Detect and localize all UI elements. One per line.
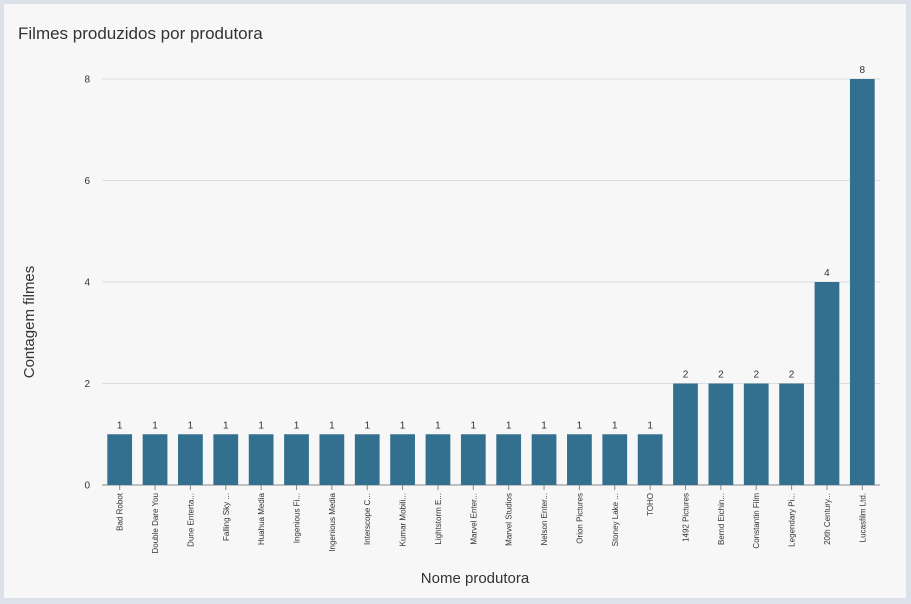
y-tick-label: 0: [84, 481, 90, 492]
data-label: 1: [223, 420, 229, 431]
bar[interactable]: [496, 434, 522, 485]
bar[interactable]: [849, 79, 875, 485]
bar[interactable]: [708, 383, 734, 486]
x-tick-label: Huahua Media: [257, 492, 266, 545]
x-tick-label: Falling Sky ...: [222, 493, 231, 541]
x-tick-label: Bernd Eichin...: [717, 493, 726, 545]
y-tick-label: 6: [84, 176, 90, 187]
x-tick-label: Orion Pictures: [575, 493, 584, 544]
bar[interactable]: [602, 434, 628, 485]
x-tick-label: Lightstorm E...: [434, 493, 443, 545]
chart-title: Filmes produzidos por produtora: [18, 24, 263, 43]
x-tick-label: Marvel Studios: [505, 493, 514, 546]
data-label: 1: [117, 420, 123, 431]
data-label: 1: [647, 420, 653, 431]
y-tick-label: 4: [84, 278, 90, 289]
bar[interactable]: [425, 434, 451, 485]
data-label: 1: [400, 420, 406, 431]
data-label: 1: [258, 420, 264, 431]
data-label: 2: [718, 370, 724, 381]
data-label: 1: [152, 420, 158, 431]
x-tick-label: 20th Century...: [823, 493, 832, 545]
bar[interactable]: [567, 434, 592, 485]
bar[interactable]: [178, 434, 203, 485]
data-label: 2: [683, 370, 689, 381]
bar[interactable]: [673, 383, 698, 486]
data-label: 1: [188, 420, 194, 431]
y-tick-label: 8: [84, 75, 90, 86]
bars: [107, 79, 875, 486]
y-tick-label: 2: [84, 379, 90, 390]
x-axis-title: Nome produtora: [421, 570, 530, 587]
data-label: 1: [506, 420, 512, 431]
data-label: 1: [364, 420, 370, 431]
x-tick-label: Constantin Film: [752, 493, 761, 549]
x-tick-label: Dune Enterta...: [186, 493, 195, 547]
data-labels: 1 1 1 1 1 1 1 1 1 1 1 1 1 1 1 1 2 2 2 2 4 8: [117, 65, 866, 431]
bar[interactable]: [284, 434, 309, 485]
x-tick-label: Double Dare You: [151, 493, 160, 554]
bar[interactable]: [460, 434, 486, 485]
data-label: 1: [329, 420, 335, 431]
x-tick-label: Ingenious Media: [328, 492, 337, 551]
bar[interactable]: [779, 383, 804, 486]
data-label: 1: [577, 420, 583, 431]
bar[interactable]: [354, 434, 380, 485]
data-label: 2: [753, 370, 759, 381]
x-tick-label: Lucasfilm Ltd.: [858, 493, 867, 542]
bar[interactable]: [248, 434, 274, 485]
x-tick-label: Stoney Lake ...: [611, 493, 620, 546]
chart-panel: [4, 4, 906, 598]
x-tick-labels: Bad Robot Double Dare You Dune Enterta... F…: [116, 485, 867, 554]
data-label: 1: [294, 420, 300, 431]
y-tick-labels: 0 2 4 6 8: [84, 75, 90, 492]
bar[interactable]: [814, 282, 840, 485]
x-tick-label: Ingenious Fi...: [293, 493, 302, 543]
data-label: 1: [612, 420, 618, 431]
x-tick-label: Bad Robot: [116, 492, 125, 531]
bar[interactable]: [531, 434, 557, 485]
x-tick-label: 1492 Pictures: [682, 493, 691, 542]
bar[interactable]: [390, 434, 415, 485]
bar[interactable]: [319, 434, 345, 485]
data-label: 8: [860, 65, 866, 76]
bar[interactable]: [637, 434, 663, 485]
data-label: 1: [541, 420, 547, 431]
data-label: 2: [789, 370, 795, 381]
bar[interactable]: [142, 434, 168, 485]
bar[interactable]: [213, 434, 239, 485]
x-tick-label: Marvel Enter...: [469, 493, 478, 545]
x-tick-label: Legendary Pi...: [788, 493, 797, 547]
x-tick-label: Nelson Enter...: [540, 493, 549, 545]
data-label: 1: [471, 420, 477, 431]
bar[interactable]: [743, 383, 769, 486]
bar[interactable]: [107, 434, 133, 485]
x-tick-label: Kumar Mobili...: [399, 493, 408, 546]
x-tick-label: TOHO: [646, 493, 655, 516]
y-axis-title: Contagem filmes: [21, 266, 38, 379]
data-label: 1: [435, 420, 441, 431]
data-label: 4: [824, 268, 830, 279]
x-tick-label: Interscope C...: [363, 493, 372, 545]
